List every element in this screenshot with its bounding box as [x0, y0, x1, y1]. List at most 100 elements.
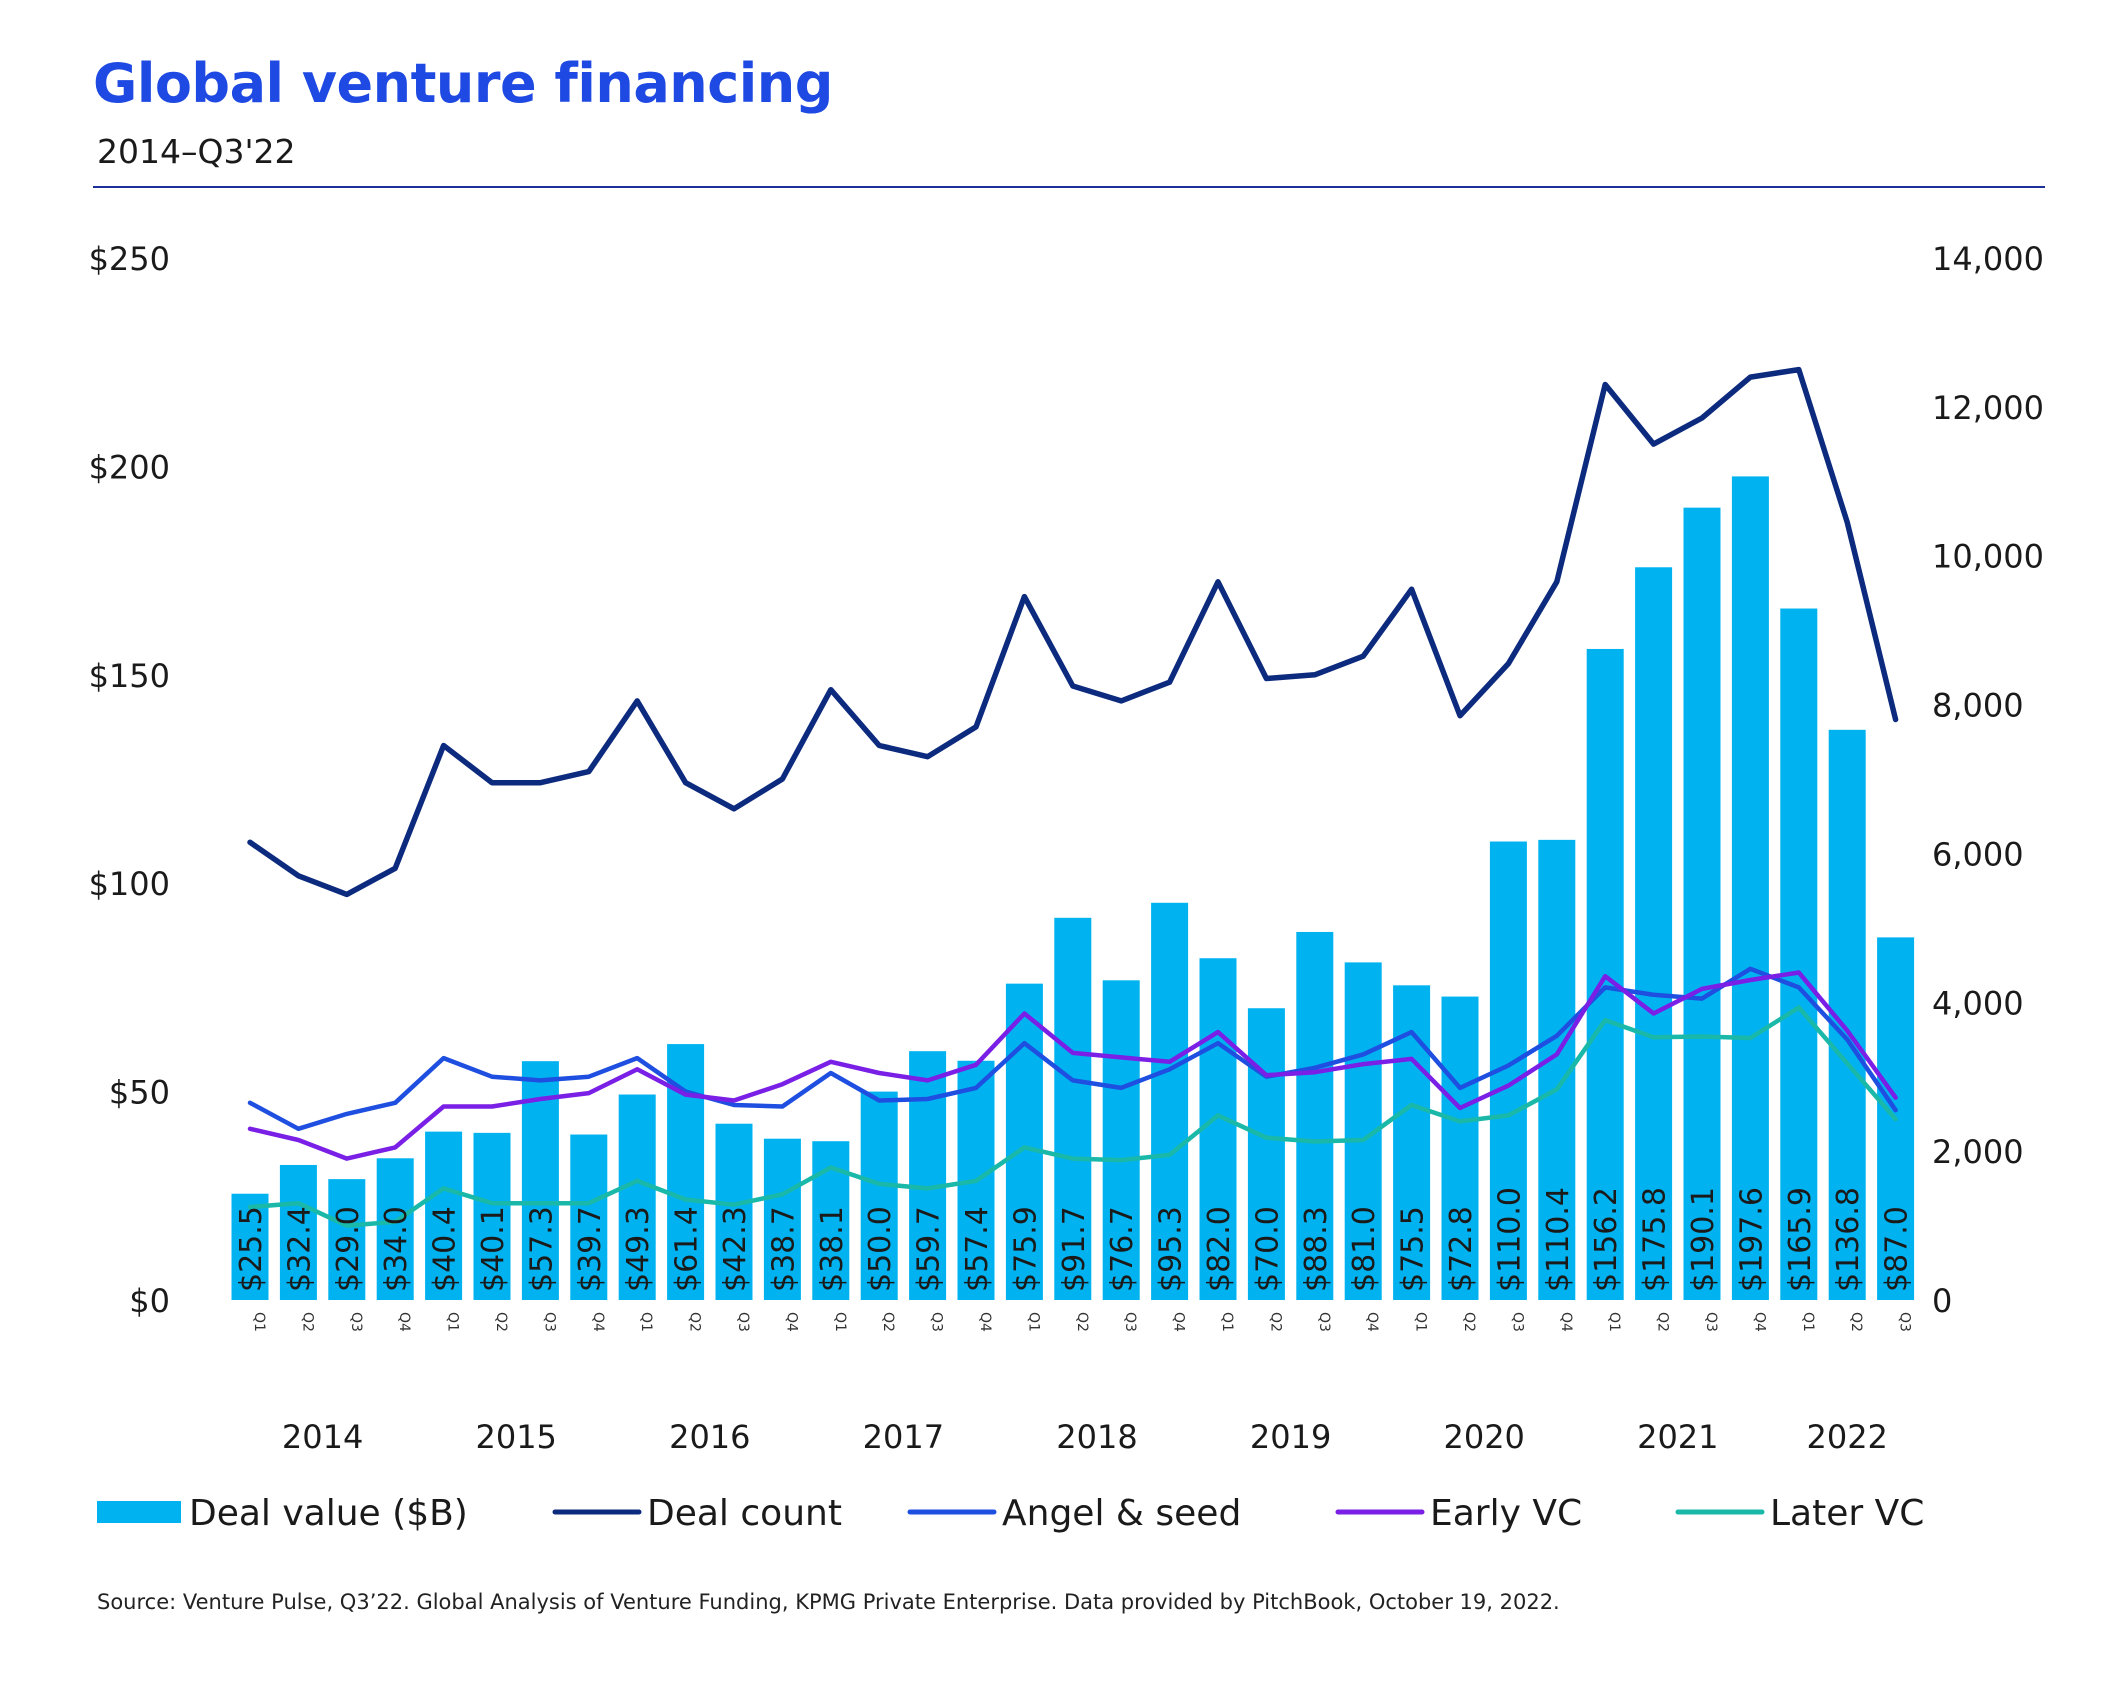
line-series-group: [247, 366, 1899, 1228]
bar: [1199, 958, 1237, 1300]
source-note: Source: Venture Pulse, Q3’22. Global Ana…: [97, 1590, 1560, 1614]
bar-value-label: $190.1: [1686, 1187, 1721, 1292]
bar-value-label: $59.7: [912, 1206, 947, 1292]
quarter-tick-label: Q4: [590, 1312, 606, 1332]
quarter-tick-label: Q1: [1413, 1312, 1429, 1332]
year-tick-label: 2015: [475, 1418, 556, 1456]
bar-value-label: $95.3: [1154, 1206, 1189, 1292]
line-deal-count: [247, 366, 1899, 898]
bar: [909, 1051, 947, 1300]
year-tick-label: 2014: [282, 1418, 363, 1456]
bar-series-deal-value: [231, 476, 1915, 1300]
quarter-tick-label: Q2: [1655, 1312, 1671, 1332]
bar-value-label: $82.0: [1202, 1206, 1237, 1292]
quarter-tick-label: Q1: [638, 1312, 654, 1332]
quarter-tick-label: Q1: [832, 1312, 848, 1332]
quarter-tick-label: Q1: [1219, 1312, 1235, 1332]
quarter-tick-label: Q2: [493, 1312, 509, 1332]
bar-value-label: $34.0: [379, 1206, 414, 1292]
quarter-tick-label: Q2: [1848, 1312, 1864, 1332]
bar: [1731, 476, 1769, 1300]
y-axis-right: 0 2,000 4,000 6,000 8,000 10,000 12,000 14,000: [1932, 240, 2044, 1320]
y-left-tick-label: $250: [89, 240, 170, 278]
quarter-tick-label: Q1: [251, 1312, 267, 1332]
bar-value-label: $32.4: [282, 1206, 317, 1292]
year-tick-label: 2016: [669, 1418, 750, 1456]
x-axis-quarter-labels: Q1 Q2 Q3 Q4 Q1 Q2 Q3 Q4 Q1 Q2 Q3 Q4 Q1 Q2 Q3 Q4 Q1 Q2 Q3 Q4…: [251, 1312, 1913, 1332]
bar-value-label: $40.4: [428, 1206, 463, 1292]
legend-label: Early VC: [1430, 1493, 1582, 1534]
header-divider: [93, 186, 2045, 188]
bar-value-label: $42.3: [718, 1206, 753, 1292]
bar: [473, 1132, 511, 1300]
bar-value-label: $75.5: [1396, 1206, 1431, 1292]
y-left-tick-label: $150: [89, 657, 170, 695]
bar: [1296, 931, 1334, 1300]
quarter-tick-label: Q1: [1800, 1312, 1816, 1332]
bar: [1441, 996, 1479, 1300]
bar: [425, 1131, 463, 1300]
quarter-tick-label: Q3: [1509, 1312, 1525, 1332]
quarter-tick-label: Q3: [541, 1312, 557, 1332]
bar: [570, 1134, 608, 1300]
year-tick-label: 2020: [1443, 1418, 1524, 1456]
page-subtitle: 2014–Q3'22: [97, 132, 296, 171]
bar-value-label: $39.7: [573, 1206, 608, 1292]
quarter-tick-label: Q4: [1171, 1312, 1187, 1332]
y-right-tick-label: 4,000: [1932, 984, 2024, 1022]
bar-value-label: $81.0: [1347, 1206, 1382, 1292]
bar-value-label: $40.1: [476, 1206, 511, 1292]
bar: [328, 1179, 366, 1300]
bar-value-label: $88.3: [1299, 1206, 1334, 1292]
bar-value-label: $38.7: [766, 1206, 801, 1292]
bar: [1054, 917, 1092, 1300]
bar-value-label: $49.3: [621, 1206, 656, 1292]
bar-value-label: $197.6: [1734, 1187, 1769, 1292]
bar-value-label: $76.7: [1105, 1206, 1140, 1292]
bar-value-label: $87.0: [1880, 1206, 1915, 1292]
bar: [1005, 983, 1043, 1300]
bar-value-label: $57.4: [960, 1206, 995, 1292]
bar-value-label: $156.2: [1589, 1187, 1624, 1292]
bar: [860, 1091, 898, 1300]
quarter-tick-label: Q4: [396, 1312, 412, 1332]
quarter-tick-label: Q4: [1364, 1312, 1380, 1332]
quarter-tick-label: Q2: [1267, 1312, 1283, 1332]
line-later-vc: [247, 1005, 1898, 1228]
bar: [1247, 1008, 1285, 1300]
quarter-tick-label: Q4: [1751, 1312, 1767, 1332]
bar-value-label: $61.4: [670, 1206, 705, 1292]
bar: [376, 1158, 414, 1300]
quarter-tick-label: Q3: [1122, 1312, 1138, 1332]
y-left-tick-label: $100: [89, 865, 170, 903]
quarter-tick-label: Q2: [1074, 1312, 1090, 1332]
bar-value-label: $75.9: [1008, 1206, 1043, 1292]
legend-label: Angel & seed: [1002, 1493, 1241, 1534]
bar: [618, 1094, 656, 1300]
bar-value-label: $38.1: [815, 1206, 850, 1292]
bar-value-label: $110.4: [1541, 1187, 1576, 1292]
quarter-tick-label: Q2: [299, 1312, 315, 1332]
bar-value-label: $72.8: [1444, 1206, 1479, 1292]
year-tick-label: 2021: [1637, 1418, 1718, 1456]
quarter-tick-label: Q1: [445, 1312, 461, 1332]
bar: [763, 1138, 801, 1300]
x-axis-year-labels: 2014 2015 2016 2017 2018 2019 2020 2021 2022: [282, 1418, 1888, 1456]
quarter-tick-label: Q3: [1316, 1312, 1332, 1332]
quarter-tick-label: Q3: [735, 1312, 751, 1332]
bar-value-label: $91.7: [1057, 1206, 1092, 1292]
year-tick-label: 2018: [1056, 1418, 1137, 1456]
y-left-tick-label: $50: [109, 1074, 170, 1112]
bar: [231, 1193, 269, 1300]
quarter-tick-label: Q3: [1703, 1312, 1719, 1332]
bar: [1683, 507, 1721, 1300]
y-right-tick-label: 10,000: [1932, 538, 2044, 576]
quarter-tick-label: Q2: [880, 1312, 896, 1332]
bar-value-label: $29.0: [331, 1206, 366, 1292]
quarter-tick-label: Q3: [348, 1312, 364, 1332]
y-left-tick-label: $0: [129, 1282, 170, 1320]
bar-value-label: $57.3: [524, 1206, 559, 1292]
bar-data-labels: $25.5 $32.4 $29.0 $34.0 $40.4 $40.1 $57.3 $39.7…: [234, 1187, 1915, 1292]
y-right-tick-label: 12,000: [1932, 389, 2044, 427]
bar-value-label: $110.0: [1492, 1187, 1527, 1292]
